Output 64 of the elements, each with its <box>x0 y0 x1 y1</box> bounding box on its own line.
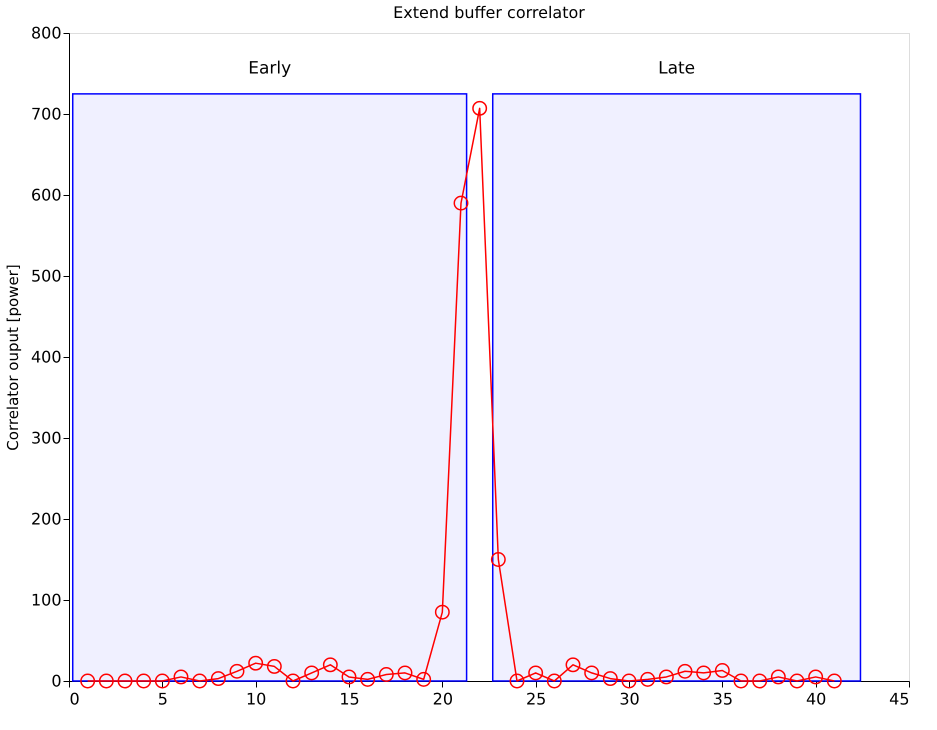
point <box>510 674 524 688</box>
point <box>98 674 114 688</box>
point <box>248 656 264 671</box>
point <box>696 665 712 680</box>
point <box>714 663 730 678</box>
y-tick-label: 700 <box>30 104 62 124</box>
point <box>360 672 376 687</box>
point <box>602 671 618 686</box>
x-tick-label: 5 <box>158 690 168 708</box>
point <box>826 674 842 688</box>
point <box>136 674 152 688</box>
point <box>304 665 320 680</box>
point <box>416 672 432 687</box>
y-tick-label: 400 <box>30 348 62 366</box>
point <box>118 674 132 688</box>
y-tick-label: 200 <box>30 510 62 528</box>
y-tick-label: 100 <box>30 590 62 610</box>
point <box>790 674 804 688</box>
x-tick-label: 25 <box>526 690 546 708</box>
point <box>734 674 748 688</box>
y-tick-label: 300 <box>30 428 62 448</box>
point <box>434 604 450 620</box>
x-tick-label: 35 <box>712 690 734 708</box>
point <box>528 665 544 680</box>
y-tick-label: 600 <box>30 186 62 204</box>
x-tick-label: 40 <box>806 690 826 708</box>
point <box>622 674 636 688</box>
point <box>342 670 356 684</box>
point <box>770 670 786 684</box>
point <box>454 196 468 211</box>
point <box>398 665 412 680</box>
point <box>472 100 488 116</box>
point <box>210 671 226 686</box>
point <box>154 674 170 688</box>
point <box>192 674 208 688</box>
point <box>678 664 692 679</box>
point <box>546 674 562 688</box>
point <box>266 658 282 674</box>
point <box>286 674 300 688</box>
y-axis-title: Correlator ouput [power] <box>4 264 22 451</box>
y-tick-label: 0 <box>51 672 62 690</box>
point <box>566 657 580 672</box>
y-tick-label: 500 <box>30 266 62 286</box>
point <box>752 674 768 688</box>
point <box>378 667 394 682</box>
x-tick-label: 15 <box>339 690 360 708</box>
x-tick-label: 0 <box>70 690 80 708</box>
point <box>808 670 824 684</box>
x-tick-label: 20 <box>432 690 454 708</box>
point <box>80 674 96 688</box>
x-tick-label: 30 <box>619 690 640 708</box>
x-tick-label: 45 <box>889 690 910 708</box>
band-label: Early <box>248 58 292 79</box>
point <box>490 552 506 567</box>
point <box>584 665 600 680</box>
point <box>174 670 188 684</box>
point <box>658 670 674 684</box>
y-tick-label: 800 <box>30 24 62 42</box>
x-tick-label: 10 <box>246 690 266 708</box>
chart-title: Extend buffer correlator <box>393 3 586 22</box>
point <box>322 657 338 672</box>
point <box>640 672 656 687</box>
band-label: Late <box>658 58 696 79</box>
point <box>230 664 244 679</box>
